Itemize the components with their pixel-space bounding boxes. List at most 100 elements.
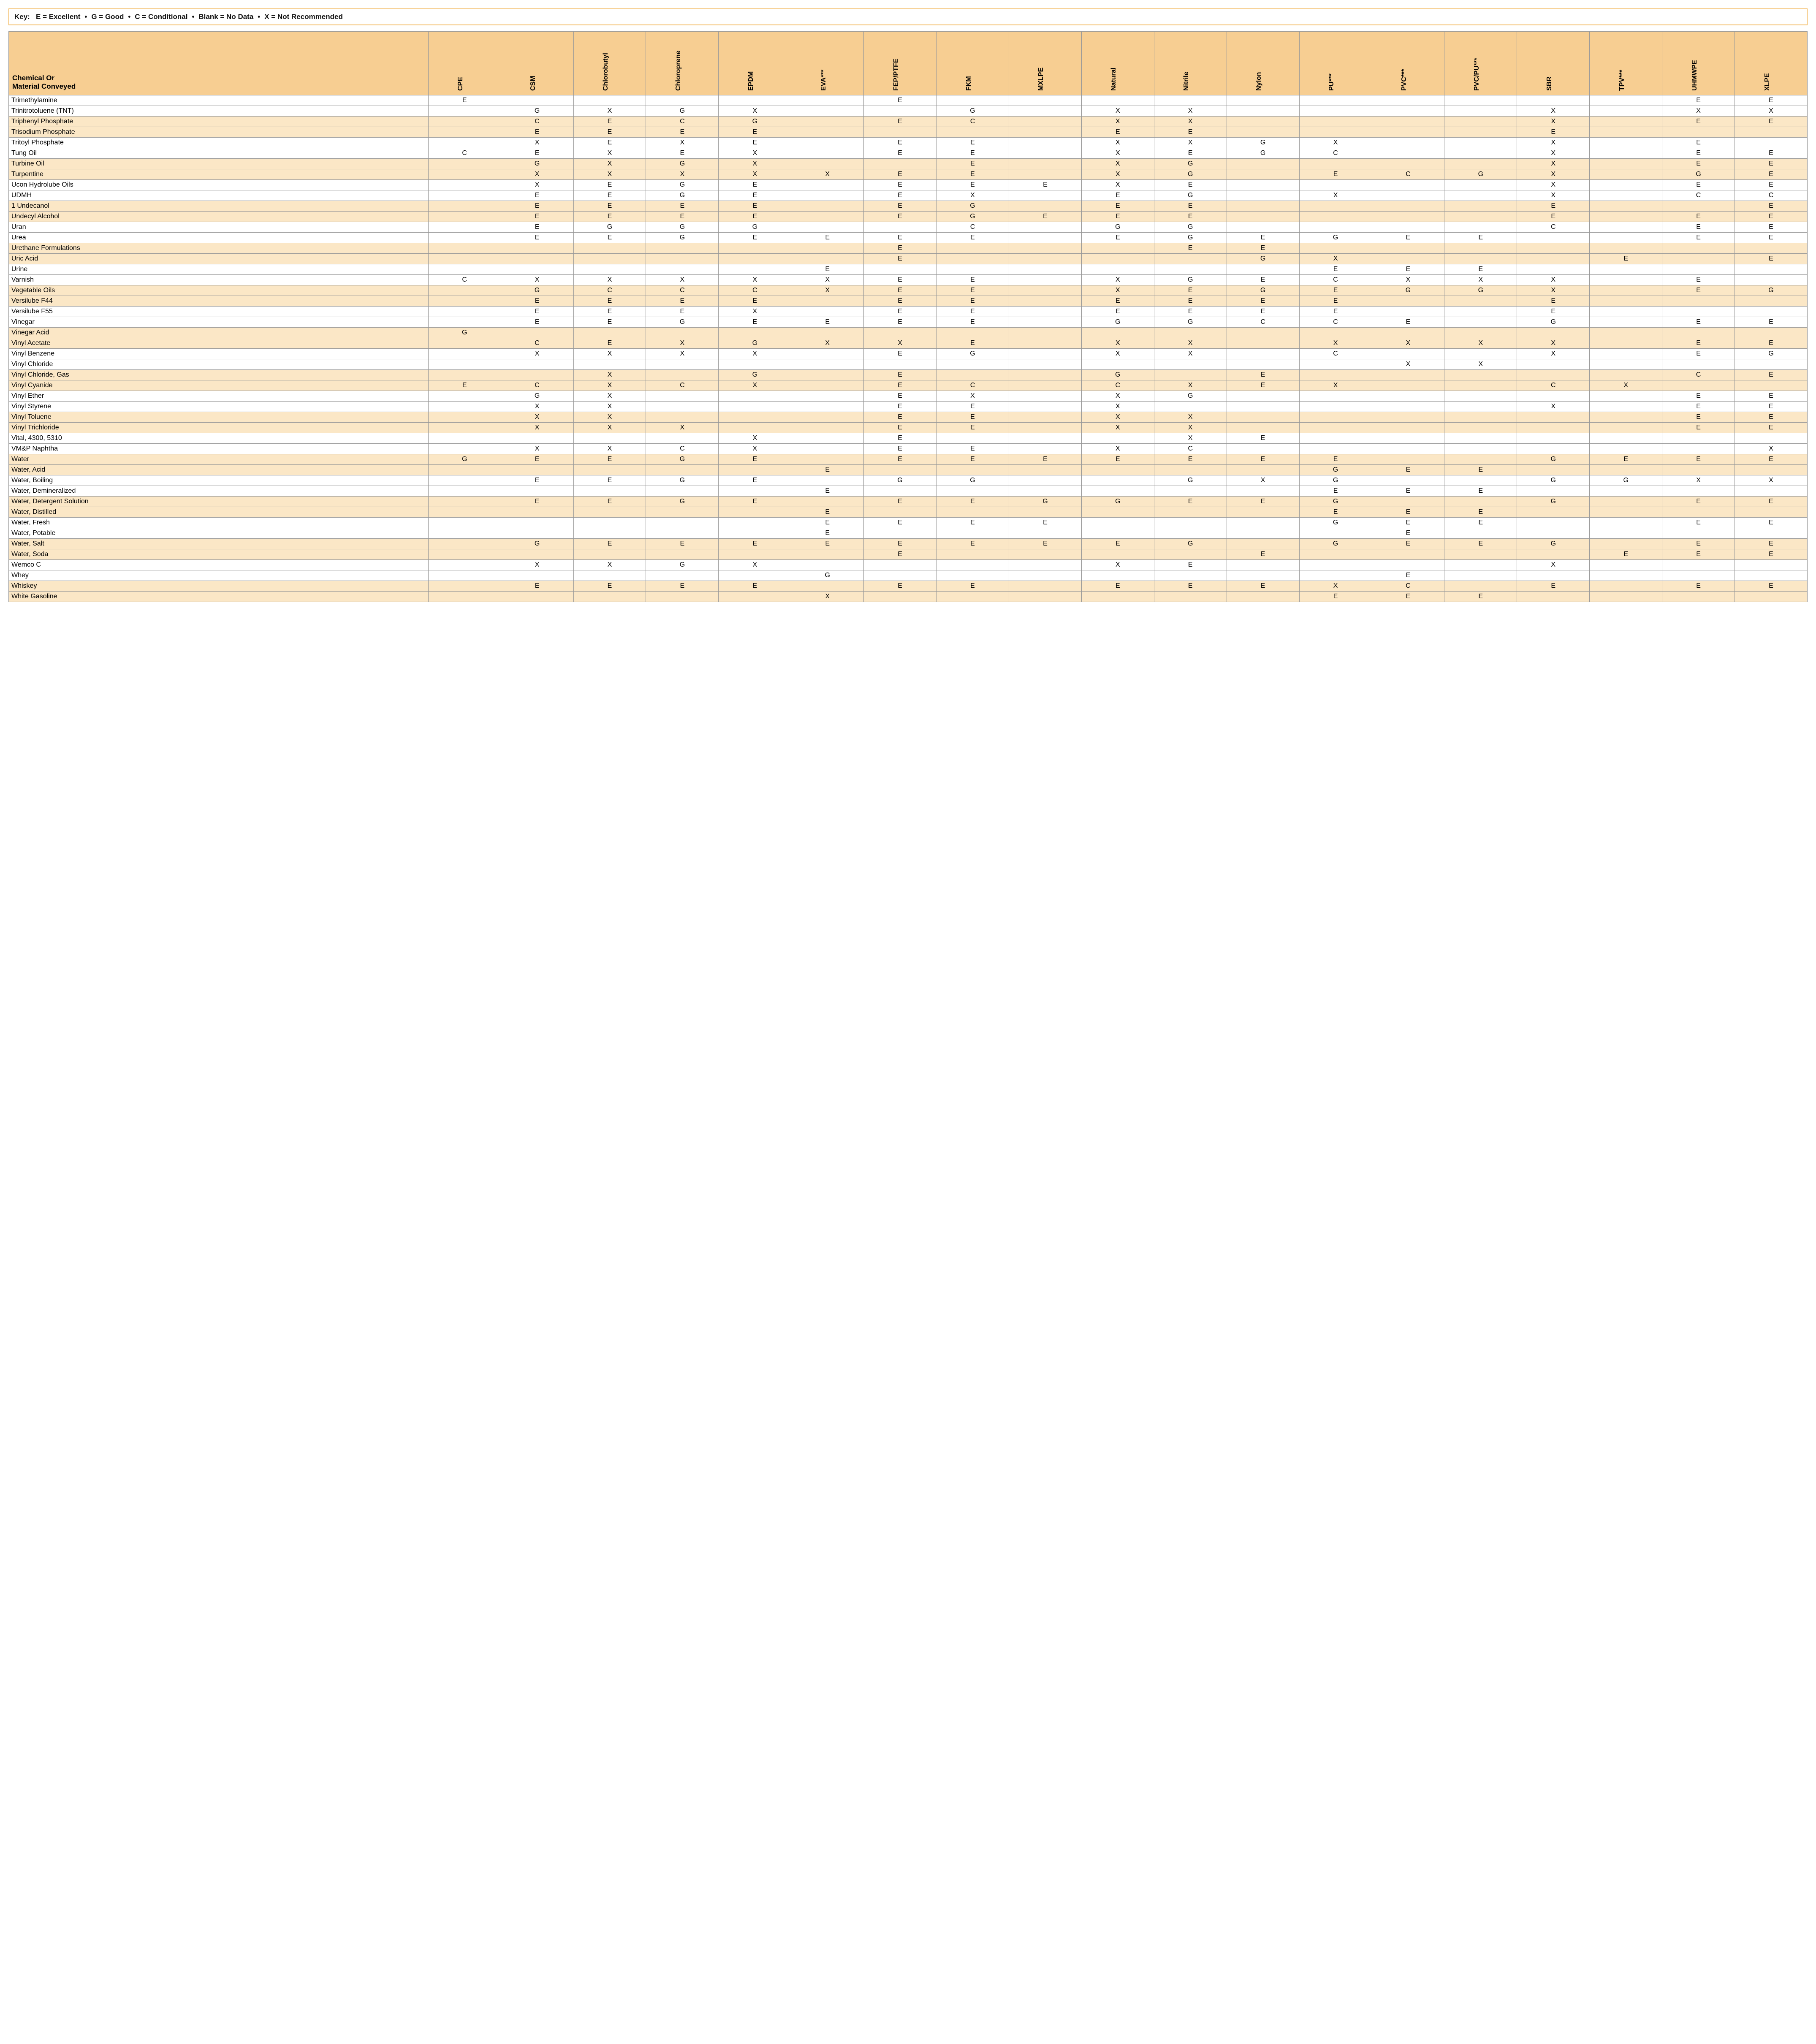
rating-cell [646,592,719,602]
rating-cell: X [1299,581,1372,592]
rating-cell: E [573,497,646,507]
rating-cell: E [791,507,864,518]
rating-cell [719,507,791,518]
rating-cell: G [1154,169,1227,180]
rating-cell [1590,528,1662,539]
rating-cell [501,570,573,581]
rating-cell [1009,127,1081,138]
rating-cell [1444,317,1517,328]
rating-cell [1517,486,1590,497]
rating-cell [1590,391,1662,402]
rating-cell [573,507,646,518]
rating-cell [1735,570,1808,581]
rating-cell [1444,148,1517,159]
rating-cell: G [646,222,719,233]
rating-cell: E [1372,264,1444,275]
rating-cell: G [1154,539,1227,549]
column-header: Nylon [1227,32,1299,95]
rating-cell: E [1154,148,1227,159]
rating-cell [1735,465,1808,475]
rating-cell [1444,296,1517,307]
rating-cell [1662,465,1735,475]
rating-cell [501,528,573,539]
rating-cell [1517,570,1590,581]
rating-cell [428,475,501,486]
rating-cell: E [1662,317,1735,328]
key-label: Key: [14,13,30,21]
rating-cell: E [1081,539,1154,549]
rating-cell [1444,549,1517,560]
rating-cell: X [1154,423,1227,433]
rating-cell: E [937,296,1009,307]
chemical-name: Vegetable Oils [9,285,429,296]
rating-cell [1662,444,1735,454]
rating-cell: X [1517,106,1590,117]
rating-cell: X [864,338,937,349]
rating-cell [864,592,937,602]
column-header: Chlorobutyl [573,32,646,95]
rating-cell: E [937,285,1009,296]
table-row: Tung OilCEXEXEEXEGCXEE [9,148,1808,159]
rating-cell: X [1517,560,1590,570]
rating-cell: X [646,338,719,349]
column-header: FKM [937,32,1009,95]
rating-cell: E [1517,201,1590,212]
rating-cell [1299,444,1372,454]
rating-cell [1009,254,1081,264]
rating-cell: E [1735,581,1808,592]
rating-cell: E [864,190,937,201]
rating-cell: C [501,338,573,349]
rating-cell: E [1081,127,1154,138]
rating-cell [573,486,646,497]
rating-cell: E [791,528,864,539]
rating-cell [1590,518,1662,528]
column-header: CPE [428,32,501,95]
table-row: Vinyl CyanideECXCXECCXEXCX [9,380,1808,391]
rating-cell [791,359,864,370]
rating-cell: E [501,148,573,159]
rating-cell [501,549,573,560]
rating-cell [1590,138,1662,148]
table-row: Versilube F55EEEXEEEEEEE [9,307,1808,317]
rating-cell: E [1517,212,1590,222]
rating-cell [1009,159,1081,169]
key-separator: • [258,13,260,21]
chemical-name: Water, Salt [9,539,429,549]
rating-cell [937,328,1009,338]
rating-cell [1517,465,1590,475]
rating-cell: E [719,233,791,243]
rating-cell [1372,370,1444,380]
rating-cell: E [937,497,1009,507]
rating-cell: E [937,338,1009,349]
rating-cell [1227,592,1299,602]
chemical-name: Versilube F44 [9,296,429,307]
rating-cell: E [1735,423,1808,433]
chemical-name: Vinyl Chloride [9,359,429,370]
rating-cell: E [1372,507,1444,518]
table-row: WaterGEEGEEEEEEEEGEEE [9,454,1808,465]
rating-cell: E [791,233,864,243]
rating-cell: G [1154,317,1227,328]
rating-cell: G [1299,539,1372,549]
rating-cell [1227,328,1299,338]
rating-cell [719,402,791,412]
rating-cell: E [428,380,501,391]
rating-cell [1227,444,1299,454]
rating-cell [501,254,573,264]
rating-cell [501,370,573,380]
rating-cell: C [428,148,501,159]
rating-cell: E [1372,486,1444,497]
rating-cell: E [864,317,937,328]
rating-cell: X [1299,338,1372,349]
rating-cell: E [501,233,573,243]
rating-cell: X [1081,349,1154,359]
table-row: Trinitrotoluene (TNT)GXGXGXXXXX [9,106,1808,117]
rating-cell [1444,117,1517,127]
rating-cell [1444,212,1517,222]
rating-cell [1009,560,1081,570]
rating-cell [1590,338,1662,349]
rating-cell: E [1299,507,1372,518]
rating-cell: X [719,444,791,454]
rating-cell [1662,380,1735,391]
column-header-label: XLPE [1764,73,1771,91]
